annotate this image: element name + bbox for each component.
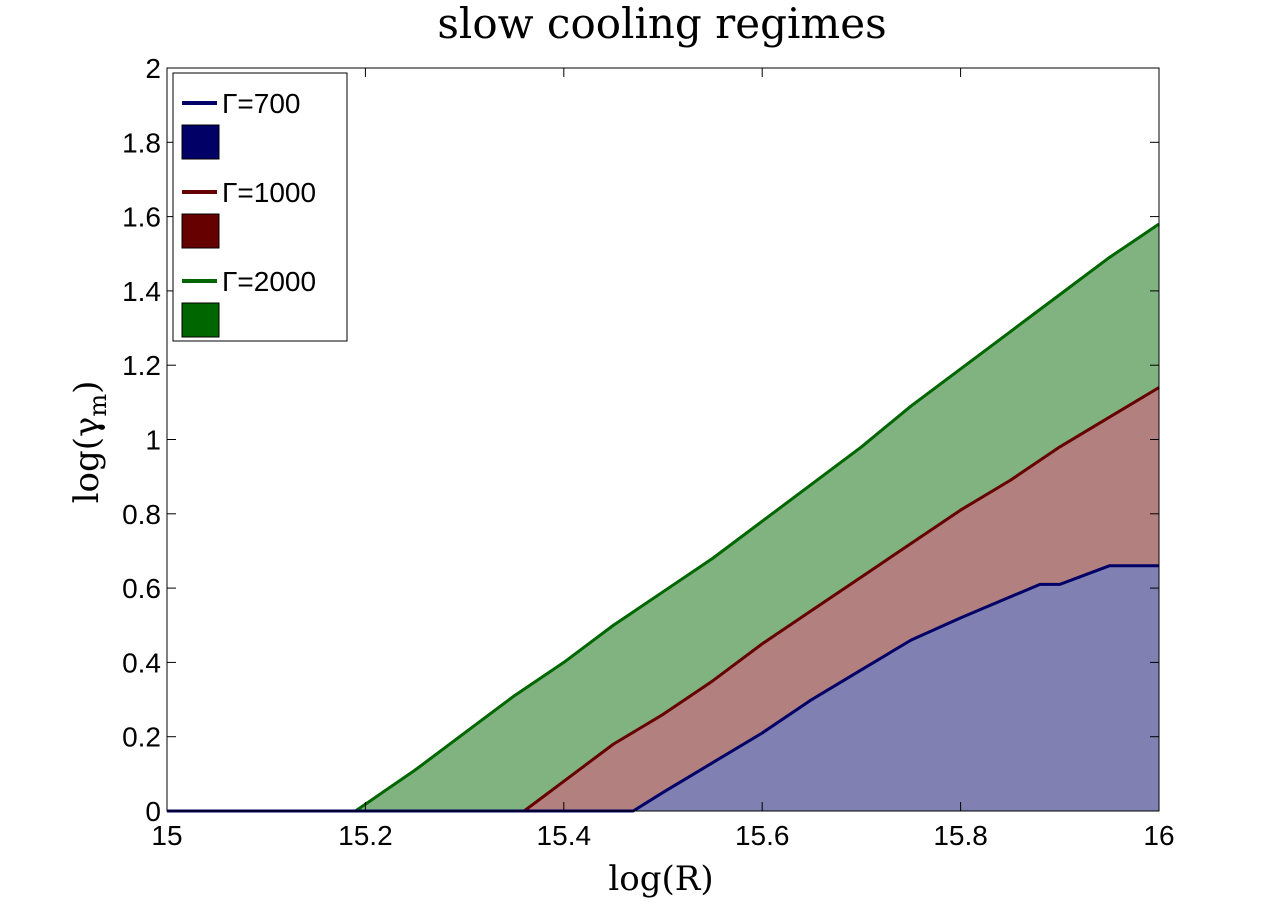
y-axis-label-main: log(γ	[67, 417, 107, 504]
y-tick-label: 1.2	[122, 350, 161, 381]
y-tick-label: 0.4	[122, 647, 161, 678]
data-areas	[167, 224, 1159, 811]
y-tick-label: 0	[145, 796, 161, 827]
data-lines	[167, 222, 1160, 813]
y-tick-label: 0.8	[122, 499, 161, 530]
legend-items: Γ=700 Γ=1000 Γ=2000	[181, 88, 316, 338]
x-tick-label: 15.8	[933, 820, 988, 851]
legend: Γ=700 Γ=1000 Γ=2000	[172, 72, 348, 342]
axis-ticks	[166, 67, 1160, 812]
x-tick-label: 15.4	[537, 820, 592, 851]
area-series-0	[167, 565, 1159, 811]
y-tick-label: 0.6	[122, 573, 161, 604]
legend-label-2: Γ=2000	[222, 266, 316, 297]
x-tick-label: 15	[151, 820, 182, 851]
legend-label-0: Γ=700	[222, 88, 301, 119]
chart-title: slow cooling regimes	[437, 0, 886, 48]
legend-label-1: Γ=1000	[222, 177, 316, 208]
y-tick-label: 1.6	[122, 202, 161, 233]
legend-box	[172, 72, 348, 342]
line-series-1	[167, 386, 1160, 813]
x-tick-label: 15.2	[338, 820, 393, 851]
y-tick-label: 1	[145, 425, 161, 456]
y-tick-label: 1.8	[122, 127, 161, 158]
y-tick-label: 1.4	[122, 276, 161, 307]
axis-tick-labels: 15 15.2 15.4 15.6 15.8 16 0 0.2 0.4 0.6 0.8 1 1.2 1.4…	[122, 53, 1175, 851]
legend-swatch-0	[181, 124, 220, 160]
y-tick-label: 2	[145, 53, 161, 84]
y-tick-label: 0.2	[122, 722, 161, 753]
legend-swatch-2	[181, 302, 220, 338]
legend-swatch-1	[181, 213, 220, 249]
x-tick-label: 15.6	[735, 820, 790, 851]
x-tick-label: 16	[1143, 820, 1174, 851]
line-series-2	[167, 222, 1160, 813]
y-axis-label: log(γm)	[67, 381, 112, 504]
y-axis-label-close: )	[67, 381, 107, 394]
x-axis-label: log(R)	[608, 859, 713, 899]
line-series-0	[167, 564, 1159, 813]
y-axis-label-subscript: m	[84, 394, 112, 417]
